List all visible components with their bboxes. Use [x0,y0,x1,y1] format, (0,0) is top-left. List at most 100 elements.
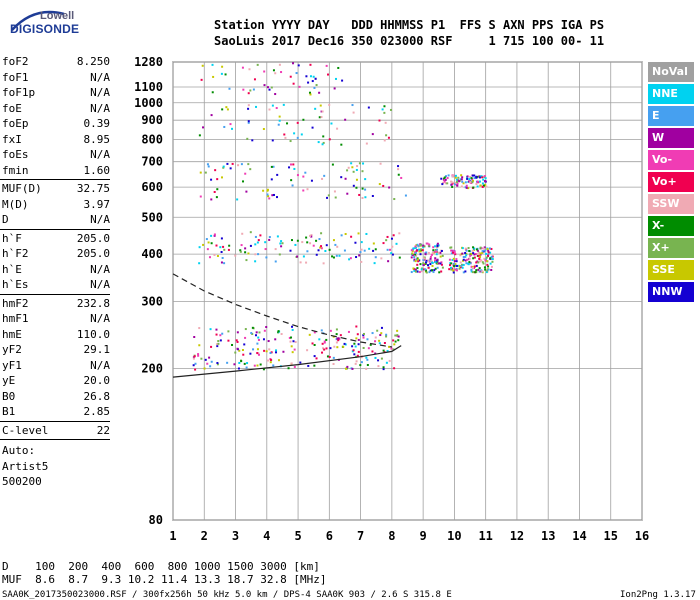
echo-point [478,267,481,270]
echo-point [281,242,284,245]
echo-point [414,268,417,271]
echo-point [413,269,416,272]
echo-point [422,262,425,265]
param-row: fxI 8.95 [2,132,110,147]
echo-point [418,271,421,274]
echo-point [417,260,420,263]
legend-entry-sse: SSE [648,260,694,280]
param-separator [0,228,110,230]
echo-point [240,163,243,166]
echo-point [481,251,484,254]
echo-point [351,350,354,353]
echo-point [222,165,225,168]
echo-point [320,116,323,119]
echo-point [410,256,413,259]
param-value: 8.95 [83,132,111,146]
echo-point [350,235,353,238]
param-row: foEs N/A [2,147,110,162]
echo-point [199,195,202,198]
echo-point [222,166,225,169]
echo-point [315,239,318,242]
echo-point [292,82,295,85]
echo-point [484,258,487,261]
echo-point [436,243,439,246]
echo-point [362,332,365,335]
echo-point [210,345,213,348]
echo-point [462,271,465,274]
param-value: N/A [90,213,110,226]
echo-point [475,183,478,186]
echo-point [440,263,443,266]
echo-point [256,342,259,345]
echo-point [265,256,268,259]
echo-point [476,185,479,188]
echo-point [198,327,201,330]
echo-point [467,262,470,265]
echo-point [321,342,324,345]
echo-point [224,73,227,76]
echo-point [295,72,298,75]
echo-point [309,234,312,237]
echo-point [385,335,388,338]
echo-point [456,182,459,185]
echo-point [376,329,379,332]
echo-point [454,253,457,256]
echo-point [469,254,472,257]
echo-point [315,253,318,256]
echo-point [432,271,435,274]
echo-point [236,331,239,334]
echo-point [221,108,224,111]
echo-point [250,332,253,335]
echo-point [420,270,423,273]
echo-point [431,251,434,254]
echo-point [470,252,473,255]
echo-point [290,362,293,365]
echo-point [423,257,426,260]
echo-point [244,328,247,331]
echo-point [256,352,259,355]
echo-point [462,263,465,266]
param-name: MUF(D) [2,182,42,195]
echo-point [306,241,309,244]
legend-entry-nne: NNE [648,84,694,104]
echo-point [333,190,336,193]
echo-point [485,256,488,259]
echo-point [335,341,338,344]
echo-point [457,176,460,179]
echo-point [192,357,195,360]
echo-point [244,251,247,254]
echo-point [481,271,484,274]
echo-point [215,343,218,346]
echo-point [383,341,386,344]
muf-row: MUF 8.6 8.7 9.3 10.2 11.4 13.3 18.7 32.8… [2,573,327,586]
x-tick-label: 16 [635,529,649,543]
echo-point [451,181,454,184]
echo-point [360,260,363,263]
echo-point [485,271,488,274]
echo-point [360,248,363,251]
echo-point [245,190,248,193]
echo-point [404,194,407,197]
echo-point [374,336,377,339]
echo-point [347,166,350,169]
echo-point [453,265,456,268]
echo-point [490,247,493,250]
echo-point [472,249,475,252]
echo-point [479,246,482,249]
echo-point [477,255,480,258]
y-tick-labels: 80 200 300 400 500 600 700 800 900 1000 1100 1280 [134,55,163,527]
echo-point [472,246,475,249]
echo-point [429,257,432,260]
header-row-1: Station YYYY DAY DDD HHMMSS P1 FFS S AXN… [214,18,605,32]
echo-point [317,141,320,144]
echo-point [366,338,369,341]
echo-point [289,249,292,252]
echo-point [343,342,346,345]
echo-point [479,252,482,255]
echo-point [473,247,476,250]
echo-point [269,361,272,364]
logo-lowell: Lowell [40,10,75,22]
echo-point [247,163,250,166]
echo-point [464,181,467,184]
